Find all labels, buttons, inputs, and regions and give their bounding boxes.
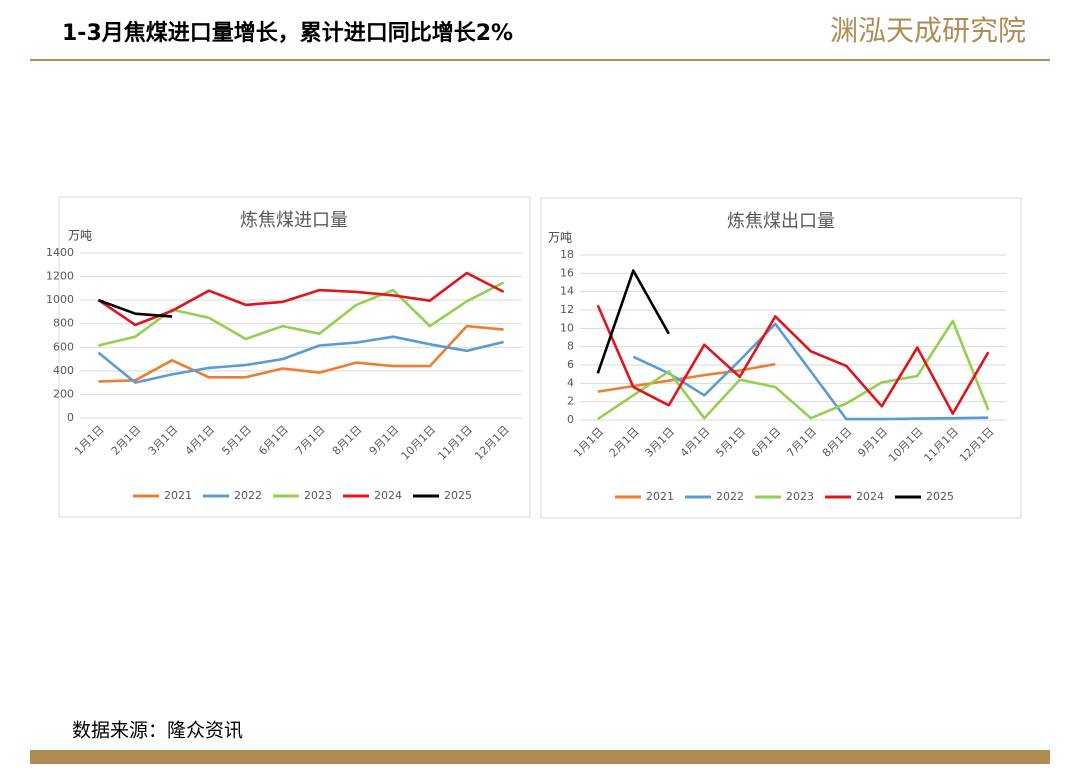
chart-title: 炼焦煤进口量: [240, 210, 348, 231]
series-line: [597, 362, 776, 393]
y-tick-label: 200: [53, 387, 74, 400]
y-tick-label: 4: [567, 376, 574, 389]
chart-frame: [540, 197, 1022, 519]
axis-unit: 万吨: [68, 229, 92, 243]
legend-label: 2022: [716, 490, 744, 503]
y-tick-label: 6: [567, 358, 574, 371]
y-tick-label: 16: [560, 266, 574, 279]
legend-label: 2023: [304, 489, 332, 502]
footer-bar: [30, 750, 1050, 764]
legend-label: 2021: [164, 489, 192, 502]
slide-title: 1-3月焦煤进口量增长，累计进口同比增长2%: [62, 20, 513, 46]
legend-label: 2025: [926, 490, 954, 503]
axis-unit: 万吨: [548, 231, 572, 245]
y-tick-label: 10: [560, 321, 574, 334]
legend-label: 2025: [444, 489, 472, 502]
source-note: 数据来源：隆众资讯: [72, 720, 243, 742]
y-tick-label: 600: [53, 340, 74, 353]
y-tick-label: 800: [53, 317, 74, 330]
y-tick-label: 1200: [46, 270, 74, 283]
series-line: [597, 319, 990, 421]
y-tick-label: 1000: [46, 293, 74, 306]
y-tick-label: 8: [567, 340, 574, 353]
y-tick-label: 12: [560, 303, 574, 316]
legend-label: 2024: [856, 490, 884, 503]
legend-label: 2023: [786, 490, 814, 503]
series-line: [596, 304, 990, 415]
series-line: [97, 298, 173, 318]
series-line: [596, 269, 670, 374]
series-line: [97, 271, 505, 327]
chart-frame: [58, 196, 531, 518]
legend-label: 2022: [234, 489, 262, 502]
logo: 渊泓天成研究院: [830, 14, 1026, 47]
y-tick-label: 2: [567, 395, 574, 408]
legend-label: 2024: [374, 489, 402, 502]
y-tick-label: 400: [53, 364, 74, 377]
chart-title: 炼焦煤出口量: [727, 211, 835, 232]
y-tick-label: 0: [67, 411, 74, 424]
y-tick-label: 1400: [46, 246, 74, 259]
y-tick-label: 18: [560, 248, 574, 261]
series-line: [97, 335, 504, 384]
y-tick-label: 0: [567, 413, 574, 426]
series-line: [632, 322, 989, 421]
series-line: [98, 324, 504, 383]
legend-label: 2021: [646, 490, 674, 503]
y-tick-label: 14: [560, 285, 574, 298]
